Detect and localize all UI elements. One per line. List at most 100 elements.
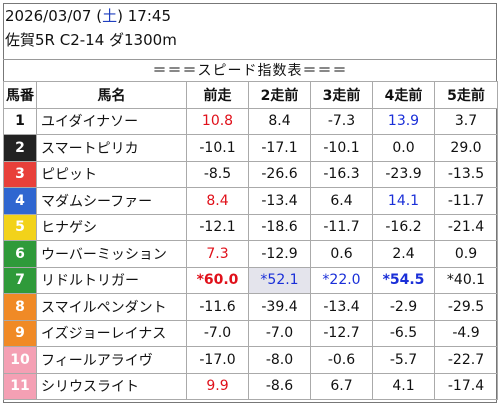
horse-number-cell: 11 (3, 372, 37, 400)
speed-index-cell: 4.1 (372, 372, 435, 400)
speed-index-cell: -18.6 (248, 213, 311, 241)
horse-name-cell: スマイルペンダント (36, 293, 187, 321)
speed-index-cell: -16.3 (310, 160, 373, 188)
table-row: 9 イズジョーレイナス -7.0 -7.0 -12.7 -6.5 -4.9 (3, 319, 498, 347)
table-row: 6 ウーバーミッション 7.3 -12.9 0.6 2.4 0.9 (3, 240, 498, 268)
speed-index-cell: 8.4 (186, 187, 249, 215)
speed-index-cell: -12.7 (310, 319, 373, 347)
speed-index-cell: 14.1 (372, 187, 435, 215)
race-info: 佐賀5R C2-14 ダ1300m (5, 31, 177, 49)
speed-index-cell: -23.9 (372, 160, 435, 188)
speed-index-cell: -0.6 (310, 346, 373, 374)
speed-index-cell: 6.4 (310, 187, 373, 215)
speed-index-cell: 7.3 (186, 240, 249, 268)
speed-index-cell: 10.8 (186, 107, 249, 135)
speed-index-cell: 6.7 (310, 372, 373, 400)
speed-index-cell: 2.4 (372, 240, 435, 268)
speed-index-cell: -7.0 (186, 319, 249, 347)
table-title: ＝＝＝スピード指数表＝＝＝ (3, 59, 497, 82)
speed-index-cell: 3.7 (434, 107, 498, 135)
speed-index-cell: 9.9 (186, 372, 249, 400)
speed-index-cell: -6.5 (372, 319, 435, 347)
speed-index-cell: -16.2 (372, 213, 435, 241)
speed-index-cell: -12.1 (186, 213, 249, 241)
horse-number-cell: 3 (3, 160, 37, 188)
speed-index-cell: -11.7 (310, 213, 373, 241)
table-row: 3 ピピット -8.5 -26.6 -16.3 -23.9 -13.5 (3, 160, 498, 188)
horse-number-cell: 8 (3, 293, 37, 321)
speed-index-cell: *40.1 (434, 266, 498, 294)
horse-number-cell: 5 (3, 213, 37, 241)
speed-index-cell: 13.9 (372, 107, 435, 135)
speed-index-cell: -17.1 (248, 134, 311, 162)
speed-index-cell: 29.0 (434, 134, 498, 162)
speed-index-cell: 8.4 (248, 107, 311, 135)
horse-number-cell: 6 (3, 240, 37, 268)
col-header-horse-name: 馬名 (36, 81, 187, 109)
col-header-2-races-ago: 2走前 (248, 81, 311, 109)
race-date: 2026/03/07 (5, 7, 92, 25)
horse-number-cell: 10 (3, 346, 37, 374)
speed-index-cell: -8.6 (248, 372, 311, 400)
speed-index-cell: -4.9 (434, 319, 498, 347)
table-header-row: 馬番 馬名 前走 2走前 3走前 4走前 5走前 (3, 81, 498, 109)
horse-number-cell: 9 (3, 319, 37, 347)
horse-number-cell: 1 (3, 107, 37, 135)
horse-number-cell: 2 (3, 134, 37, 162)
col-header-3-races-ago: 3走前 (310, 81, 373, 109)
speed-index-cell: -8.0 (248, 346, 311, 374)
table-row: 7 リドルトリガー *60.0 *52.1 *22.0 *54.5 *40.1 (3, 266, 498, 294)
speed-index-cell: -11.7 (434, 187, 498, 215)
col-header-4-races-ago: 4走前 (372, 81, 435, 109)
speed-index-cell: -8.5 (186, 160, 249, 188)
horse-number-cell: 7 (3, 266, 37, 294)
horse-name-cell: スマートピリカ (36, 134, 187, 162)
horse-number-cell: 4 (3, 187, 37, 215)
table-row: 8 スマイルペンダント -11.6 -39.4 -13.4 -2.9 -29.5 (3, 293, 498, 321)
col-header-last-race: 前走 (186, 81, 249, 109)
horse-name-cell: フィールアライヴ (36, 346, 187, 374)
speed-index-cell: *60.0 (186, 266, 249, 294)
speed-index-cell: -29.5 (434, 293, 498, 321)
speed-index-cell: -22.7 (434, 346, 498, 374)
table-row: 11 シリウスライト 9.9 -8.6 6.7 4.1 -17.4 (3, 372, 498, 400)
table-row: 5 ヒナゲシ -12.1 -18.6 -11.7 -16.2 -21.4 (3, 213, 498, 241)
speed-index-cell: -39.4 (248, 293, 311, 321)
table-row: 10 フィールアライヴ -17.0 -8.0 -0.6 -5.7 -22.7 (3, 346, 498, 374)
horse-name-cell: ウーバーミッション (36, 240, 187, 268)
horse-name-cell: イズジョーレイナス (36, 319, 187, 347)
table-row: 2 スマートピリカ -10.1 -17.1 -10.1 0.0 29.0 (3, 134, 498, 162)
speed-index-cell: *52.1 (248, 266, 311, 294)
day-of-week: (土) (96, 7, 123, 25)
horse-name-cell: リドルトリガー (36, 266, 187, 294)
horse-name-cell: ヒナゲシ (36, 213, 187, 241)
speed-index-cell: -7.0 (248, 319, 311, 347)
speed-index-cell: -10.1 (186, 134, 249, 162)
speed-index-cell: 0.9 (434, 240, 498, 268)
speed-index-cell: -5.7 (372, 346, 435, 374)
speed-index-cell: -11.6 (186, 293, 249, 321)
speed-index-cell: -10.1 (310, 134, 373, 162)
table-row: 4 マダムシーファー 8.4 -13.4 6.4 14.1 -11.7 (3, 187, 498, 215)
table-row: 1 ユイダイナソー 10.8 8.4 -7.3 13.9 3.7 (3, 107, 498, 135)
speed-index-cell: -2.9 (372, 293, 435, 321)
speed-index-cell: -26.6 (248, 160, 311, 188)
col-header-horse-number: 馬番 (3, 81, 37, 109)
speed-index-cell: -17.0 (186, 346, 249, 374)
horse-name-cell: ピピット (36, 160, 187, 188)
speed-index-cell: -13.4 (310, 293, 373, 321)
speed-index-cell: *22.0 (310, 266, 373, 294)
speed-index-cell: 0.0 (372, 134, 435, 162)
speed-index-cell: 0.6 (310, 240, 373, 268)
speed-index-cell: -13.5 (434, 160, 498, 188)
post-time: 17:45 (127, 7, 171, 25)
speed-index-cell: -7.3 (310, 107, 373, 135)
speed-index-cell: *54.5 (372, 266, 435, 294)
horse-name-cell: ユイダイナソー (36, 107, 187, 135)
horse-name-cell: シリウスライト (36, 372, 187, 400)
speed-index-cell: -21.4 (434, 213, 498, 241)
date-time-line: 2026/03/07 (土) 17:45 (5, 6, 171, 26)
col-header-5-races-ago: 5走前 (434, 81, 498, 109)
horse-name-cell: マダムシーファー (36, 187, 187, 215)
speed-index-cell: -17.4 (434, 372, 498, 400)
